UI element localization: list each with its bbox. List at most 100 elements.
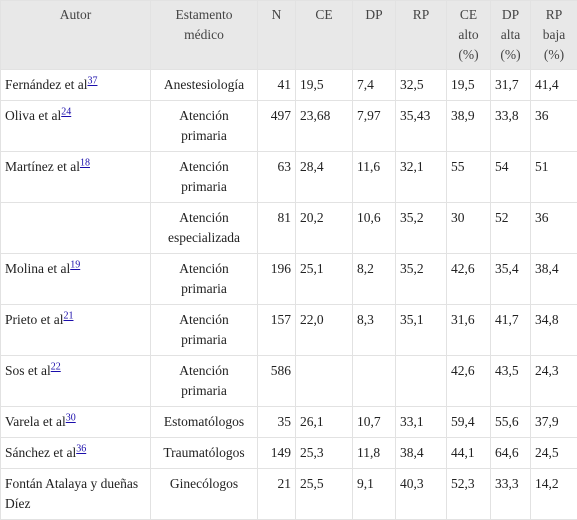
reference-link[interactable]: 24: [61, 107, 71, 118]
data-cell: 63: [258, 152, 296, 203]
reference: 36: [76, 444, 86, 455]
data-cell: 43,5: [491, 356, 531, 407]
author-name: Fernández et al: [5, 77, 87, 92]
data-cell: 59,4: [447, 407, 491, 438]
author-name: Fontán Atalaya y dueñas Díez: [5, 476, 138, 511]
header-cell: N: [258, 1, 296, 70]
data-cell: 8,3: [353, 305, 396, 356]
data-cell: 26,1: [296, 407, 353, 438]
author-cell: [1, 203, 151, 254]
data-cell: 41,7: [491, 305, 531, 356]
data-cell: 54: [491, 152, 531, 203]
data-cell: Atención primaria: [151, 101, 258, 152]
data-cell: Atención especializada: [151, 203, 258, 254]
reference-link[interactable]: 19: [70, 260, 80, 271]
data-cell: Anestesiología: [151, 70, 258, 101]
reference: 19: [70, 260, 80, 271]
reference: 24: [61, 107, 71, 118]
data-cell: Atención primaria: [151, 152, 258, 203]
data-cell: 24,5: [531, 438, 577, 469]
data-cell: 38,4: [396, 438, 447, 469]
header-cell: DP alta (%): [491, 1, 531, 70]
empty-cell: [396, 356, 447, 407]
data-cell: 42,6: [447, 356, 491, 407]
data-cell: 10,7: [353, 407, 396, 438]
data-cell: 34,8: [531, 305, 577, 356]
data-cell: 32,5: [396, 70, 447, 101]
data-cell: 25,1: [296, 254, 353, 305]
data-cell: 14,2: [531, 469, 577, 520]
data-cell: Estomatólogos: [151, 407, 258, 438]
data-cell: 35,2: [396, 254, 447, 305]
data-cell: 33,8: [491, 101, 531, 152]
data-cell: 10,6: [353, 203, 396, 254]
header-cell: RP baja (%): [531, 1, 577, 70]
data-cell: 52,3: [447, 469, 491, 520]
data-cell: 497: [258, 101, 296, 152]
data-cell: 36: [531, 101, 577, 152]
header-cell: CE alto (%): [447, 1, 491, 70]
data-cell: 38,9: [447, 101, 491, 152]
data-cell: 586: [258, 356, 296, 407]
data-cell: Traumatólogos: [151, 438, 258, 469]
reference-link[interactable]: 30: [66, 413, 76, 424]
reference-link[interactable]: 18: [80, 158, 90, 169]
reference: 37: [87, 76, 97, 87]
author-cell: Fontán Atalaya y dueñas Díez: [1, 469, 151, 520]
data-cell: 52: [491, 203, 531, 254]
data-cell: 19,5: [296, 70, 353, 101]
author-name: Martínez et al: [5, 159, 80, 174]
data-cell: 38,4: [531, 254, 577, 305]
data-cell: 19,5: [447, 70, 491, 101]
data-cell: Atención primaria: [151, 356, 258, 407]
reference-link[interactable]: 37: [87, 76, 97, 87]
reference: 18: [80, 158, 90, 169]
reference-link[interactable]: 22: [51, 362, 61, 373]
data-cell: 81: [258, 203, 296, 254]
author-cell: Varela et al30: [1, 407, 151, 438]
header-cell: DP: [353, 1, 396, 70]
data-cell: 33,1: [396, 407, 447, 438]
data-cell: 31,6: [447, 305, 491, 356]
data-cell: Ginecólogos: [151, 469, 258, 520]
author-name: Sos et al: [5, 363, 51, 378]
data-cell: 9,1: [353, 469, 396, 520]
data-cell: 7,97: [353, 101, 396, 152]
data-cell: 35,4: [491, 254, 531, 305]
reference-link[interactable]: 21: [63, 311, 73, 322]
author-cell: Sánchez et al36: [1, 438, 151, 469]
data-cell: 35,2: [396, 203, 447, 254]
reference-link[interactable]: 36: [76, 444, 86, 455]
data-cell: 35,43: [396, 101, 447, 152]
data-cell: 157: [258, 305, 296, 356]
header-cell: Autor: [1, 1, 151, 70]
data-cell: 37,9: [531, 407, 577, 438]
author-name: Molina et al: [5, 261, 70, 276]
empty-cell: [296, 356, 353, 407]
reference: 30: [66, 413, 76, 424]
data-cell: 21: [258, 469, 296, 520]
data-cell: 35,1: [396, 305, 447, 356]
data-cell: 25,3: [296, 438, 353, 469]
data-cell: 31,7: [491, 70, 531, 101]
data-cell: 23,68: [296, 101, 353, 152]
data-cell: 20,2: [296, 203, 353, 254]
data-cell: Atención primaria: [151, 254, 258, 305]
data-cell: 35: [258, 407, 296, 438]
author-name: Sánchez et al: [5, 445, 76, 460]
data-cell: 33,3: [491, 469, 531, 520]
empty-cell: [353, 356, 396, 407]
data-cell: 149: [258, 438, 296, 469]
data-cell: 32,1: [396, 152, 447, 203]
author-name: Oliva et al: [5, 108, 61, 123]
data-cell: 64,6: [491, 438, 531, 469]
data-cell: 51: [531, 152, 577, 203]
data-cell: 41,4: [531, 70, 577, 101]
data-cell: 28,4: [296, 152, 353, 203]
